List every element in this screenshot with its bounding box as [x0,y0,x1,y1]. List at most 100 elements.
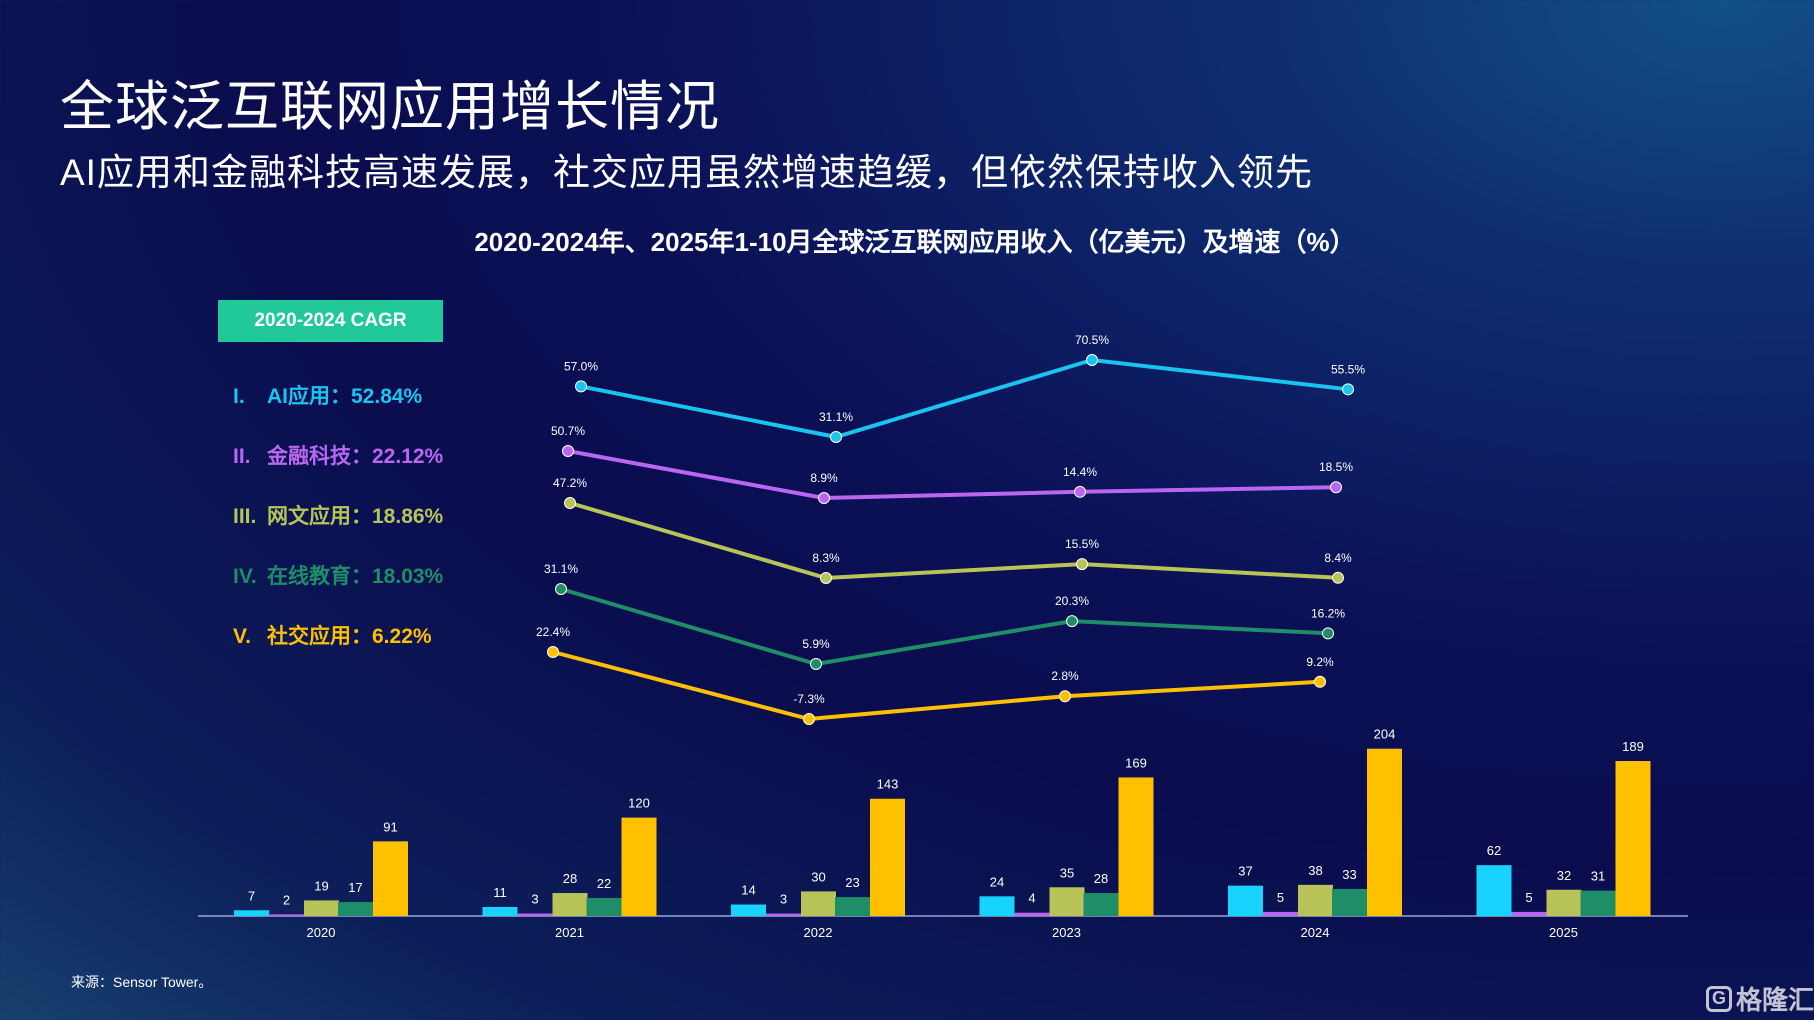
bar-value-label: 11 [493,885,507,900]
line-point [818,492,830,504]
cagr-item-text: 金融科技：22.12% [267,445,444,468]
cagr-header-box: 2020-2024 CAGR [218,300,443,342]
cagr-item-numeral: V. [233,625,251,648]
bar-value-label: 189 [1622,739,1644,754]
line-value-label: 15.5% [1065,537,1099,551]
line-value-label: 14.4% [1063,465,1097,479]
cagr-item-education: IV. 在线教育：18.03% [233,560,443,590]
bar [1049,887,1085,916]
bar-value-label: 35 [1060,865,1074,880]
line-point [1332,571,1344,584]
bar-value-label: 3 [531,892,538,907]
bar-value-label: 4 [1028,891,1035,906]
line-point [1076,558,1088,571]
bar-value-label: 7 [248,888,255,903]
brand-logo-text: 格隆汇 [1736,985,1814,1015]
line-point [547,646,559,658]
bar-value-label: 91 [383,819,397,834]
line-point [1066,615,1078,628]
line-value-label: 57.0% [564,359,598,373]
bar [1228,885,1263,916]
line-point [1342,383,1354,396]
line-value-label: 8.3% [812,551,840,565]
line-value-label: 31.1% [544,562,578,576]
g-logo-icon: G [1706,985,1732,1012]
bar [731,904,766,916]
bar-value-label: 120 [628,796,650,811]
bar [1580,890,1616,916]
line-value-label: 8.9% [810,471,838,485]
cagr-item-social: V. 社交应用：6.22% [233,620,432,650]
bar [552,893,588,916]
bar [1476,865,1512,916]
bar-value-label: 38 [1308,863,1322,878]
bar [1615,761,1651,916]
bar-value-label: 62 [1487,843,1501,858]
line-point [830,431,842,443]
brand-logo: G 格隆汇 [1706,980,1814,1017]
bar-value-label: 19 [314,878,328,893]
bar-value-label: 17 [348,880,362,895]
line-value-label: 5.9% [802,637,830,651]
bar-value-label: 14 [741,883,755,898]
line-point [820,572,832,584]
x-tick-label: 2020 [307,925,336,940]
line-value-label: -7.3% [793,692,825,706]
cagr-item-text: 在线教育：18.03% [267,565,444,588]
cagr-item-text: 网文应用：18.86% [267,505,444,528]
line-series [560,587,1329,666]
bar [1014,912,1050,916]
line-point [562,445,574,457]
source-note: 来源：Sensor Tower。 [71,974,213,990]
line-value-label: 55.5% [1331,362,1365,376]
bar-value-label: 204 [1374,727,1396,742]
chart-title: 2020-2024年、2025年1-10月全球泛互联网应用收入（亿美元）及增速（… [474,227,1356,257]
line-point [1074,485,1086,498]
bar [979,896,1015,916]
line-point [564,497,576,509]
line-point [810,658,822,670]
line-point [1330,481,1342,494]
bar [1083,893,1119,916]
bar [269,914,304,916]
cagr-item-numeral: III. [233,505,257,528]
line-value-label: 18.5% [1319,460,1353,474]
bar [586,897,622,916]
line-point [575,380,587,393]
line-value-label: 9.2% [1306,655,1334,669]
page-subtitle: AI应用和金融科技高速发展，社交应用虽然增速趋缓，但依然保持收入领先 [60,152,1313,193]
line-point [803,713,815,725]
bar [1367,748,1402,916]
bar-value-label: 143 [877,777,899,792]
bar-value-label: 3 [780,892,787,907]
bar [482,906,518,916]
line-point [1086,354,1098,366]
line-series [567,449,1337,500]
cagr-item-numeral: I. [233,385,245,408]
bar [870,798,905,916]
bar-value-label: 169 [1125,755,1147,770]
line-value-label: 20.3% [1055,594,1089,608]
line-series [580,358,1349,439]
line-value-label: 47.2% [553,476,587,490]
cagr-item-fintech: II. 金融科技：22.12% [233,440,443,470]
bar [766,913,801,916]
bar [304,900,339,916]
bar-value-label: 32 [1557,868,1571,883]
bar-value-label: 37 [1238,864,1252,879]
cagr-item-ai: I. AI应用：52.84% [233,380,422,410]
x-tick-label: 2023 [1052,925,1081,940]
bar-value-label: 33 [1342,867,1356,882]
bar-value-label: 2 [283,892,290,907]
line-value-label: 70.5% [1075,333,1109,347]
line-point [1059,690,1071,703]
cagr-item-text: AI应用：52.84% [267,385,423,408]
line-value-label: 31.1% [819,410,853,424]
bar-value-label: 31 [1591,869,1605,884]
cagr-item-numeral: IV. [233,565,257,588]
cagr-header-label: 2020-2024 CAGR [254,310,407,331]
bar-value-label: 23 [845,875,859,890]
bar [835,897,870,916]
bar [338,902,373,916]
